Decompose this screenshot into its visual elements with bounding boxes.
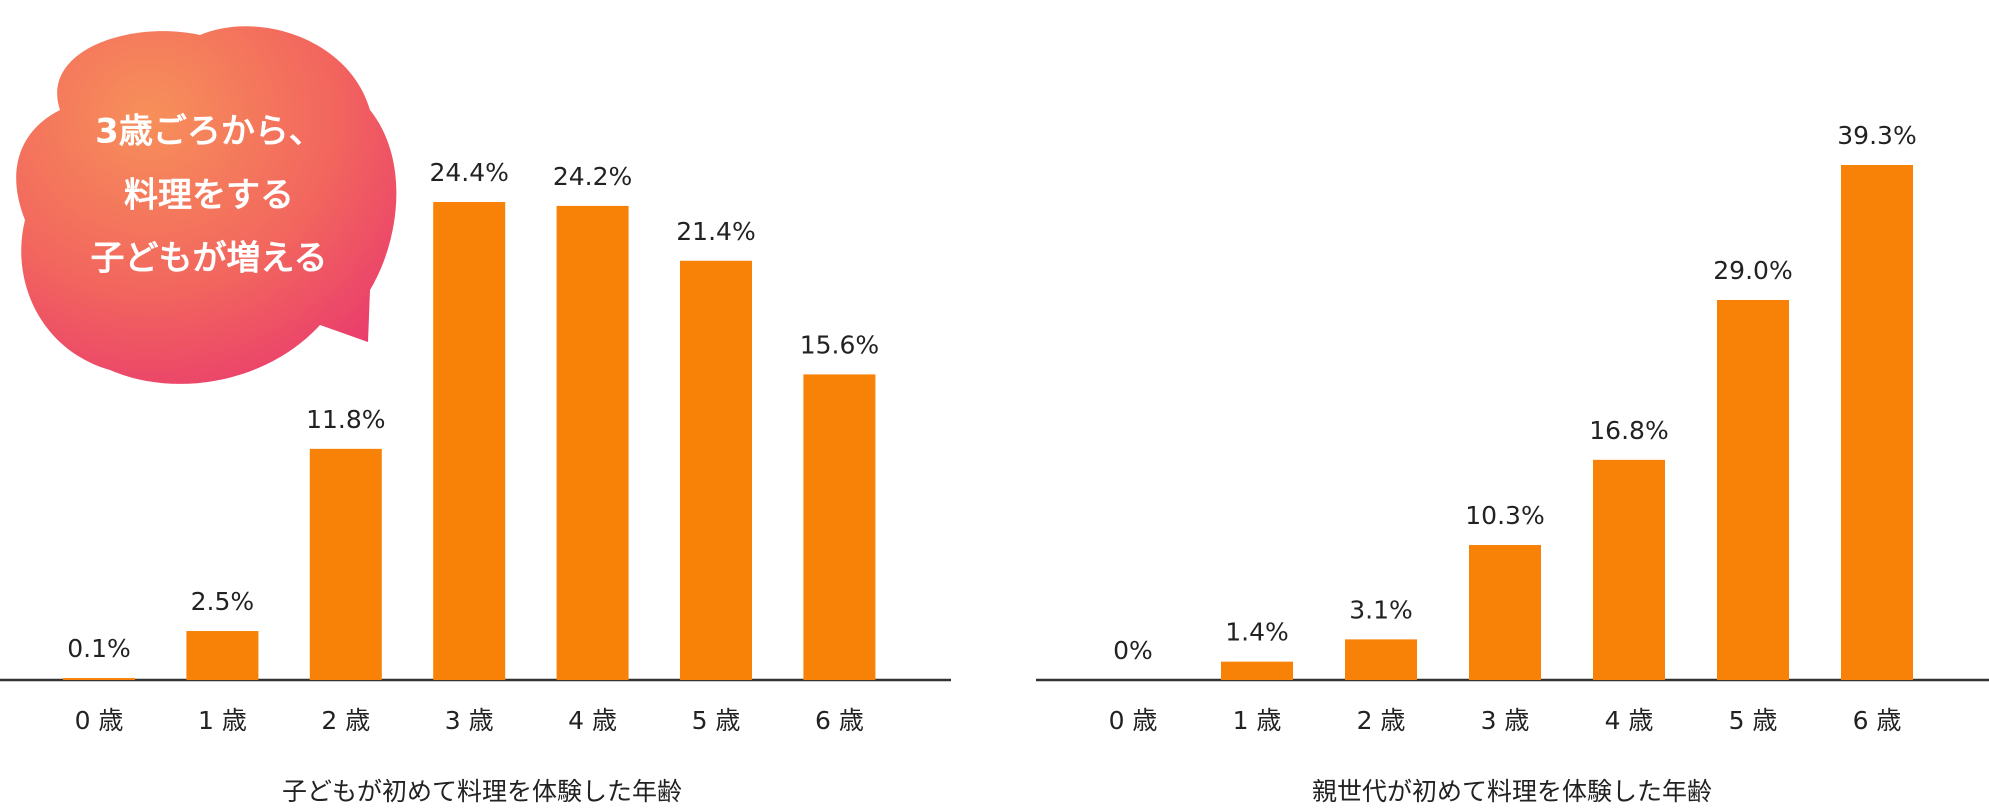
x-tick-label: 5 歳	[1729, 706, 1778, 735]
bar	[63, 678, 135, 680]
x-tick-label: 2 歳	[1357, 706, 1406, 735]
x-tick-label: 2 歳	[321, 706, 370, 735]
value-label: 1.4%	[1225, 618, 1289, 647]
chart-title: 子どもが初めて料理を体験した年齢	[282, 777, 682, 806]
x-tick-label: 1 歳	[1233, 706, 1282, 735]
value-label: 0%	[1113, 636, 1153, 665]
bar	[1345, 639, 1417, 680]
bar	[680, 260, 752, 680]
value-label: 10.3%	[1465, 501, 1544, 530]
value-label: 15.6%	[800, 330, 879, 359]
annotation-line: 料理をする	[124, 176, 294, 216]
bar	[1841, 165, 1913, 680]
x-tick-label: 3 歳	[445, 706, 494, 735]
bar-chart: 0.1% 0 歳 2.5% 1 歳 11.8% 2 歳 24.4% 3 歳 24.2% 4 歳 21…	[0, 158, 951, 806]
value-label: 16.8%	[1589, 416, 1668, 445]
bubble-shape	[16, 26, 397, 384]
value-label: 24.4%	[429, 158, 508, 187]
x-tick-label: 4 歳	[568, 706, 617, 735]
bar	[309, 448, 382, 680]
bar	[1593, 459, 1665, 680]
x-tick-label: 6 歳	[815, 706, 864, 735]
value-label: 24.2%	[553, 162, 632, 191]
x-tick-label: 6 歳	[1853, 706, 1902, 735]
x-tick-label: 0 歳	[1109, 706, 1158, 735]
bar	[1221, 661, 1293, 680]
x-tick-label: 5 歳	[692, 706, 741, 735]
value-label: 39.3%	[1837, 121, 1916, 150]
bar-chart: 0% 0 歳 1.4% 1 歳 3.1% 2 歳 10.3% 3 歳 16.8% 4 歳 29.0%…	[1036, 121, 1989, 806]
bar	[433, 202, 506, 680]
bar	[556, 205, 629, 680]
speech-bubble: 3歳ごろから、 料理をする 子どもが増える	[16, 26, 397, 384]
x-tick-label: 4 歳	[1605, 706, 1654, 735]
annotation-line: 3歳ごろから、	[95, 112, 323, 152]
value-label: 0.1%	[67, 634, 131, 663]
bar	[803, 374, 876, 680]
x-tick-label: 1 歳	[198, 706, 247, 735]
value-label: 11.8%	[306, 405, 385, 434]
annotation-line: 子どもが増える	[91, 239, 328, 279]
x-tick-label: 0 歳	[75, 706, 124, 735]
bar	[186, 631, 259, 680]
value-label: 29.0%	[1713, 256, 1792, 285]
value-label: 21.4%	[676, 217, 755, 246]
value-label: 3.1%	[1349, 595, 1413, 624]
chart-title: 親世代が初めて料理を体験した年齢	[1312, 777, 1712, 806]
value-label: 2.5%	[191, 587, 255, 616]
x-tick-label: 3 歳	[1481, 706, 1530, 735]
bar	[1717, 299, 1789, 680]
bar	[1469, 545, 1541, 680]
